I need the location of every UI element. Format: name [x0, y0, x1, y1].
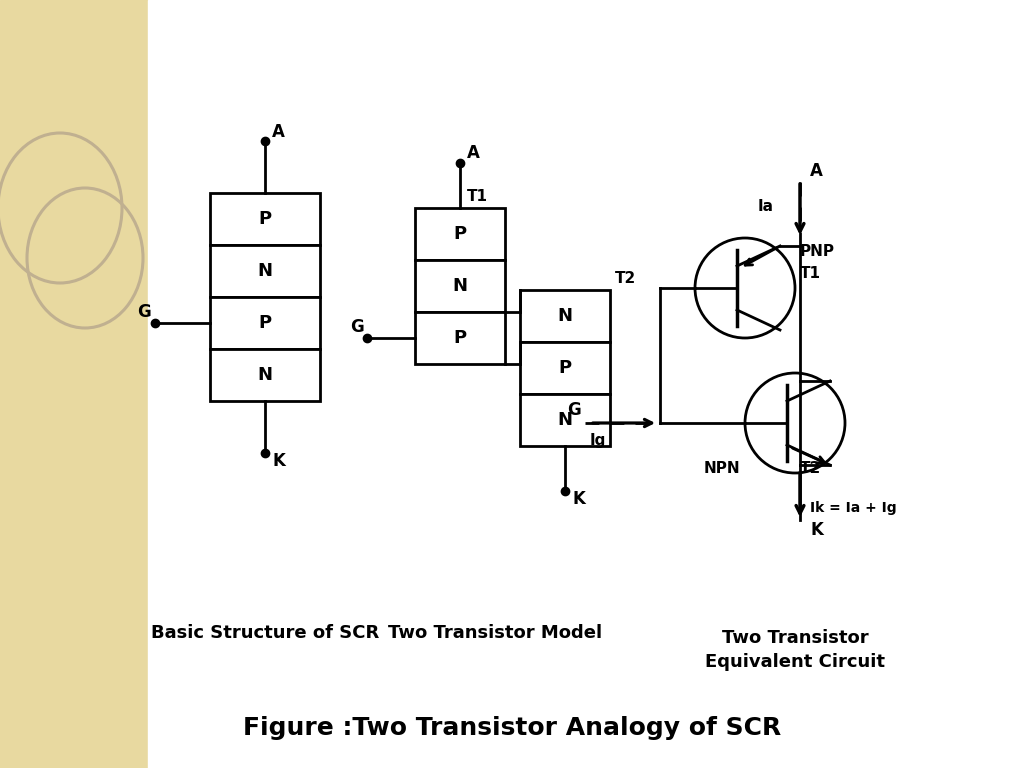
Text: Basic Structure of SCR: Basic Structure of SCR [151, 624, 379, 642]
Text: P: P [454, 225, 467, 243]
Bar [520, 394, 610, 446]
Bar [520, 342, 610, 394]
Text: Ig: Ig [590, 433, 606, 448]
Text: N: N [557, 307, 572, 325]
Text: N: N [453, 277, 468, 295]
Bar [210, 193, 319, 245]
Text: G: G [567, 401, 581, 419]
Bar [210, 297, 319, 349]
Text: N: N [257, 262, 272, 280]
Text: PNP: PNP [800, 244, 835, 259]
Text: NPN: NPN [703, 461, 740, 476]
Text: N: N [557, 411, 572, 429]
Text: N: N [257, 366, 272, 384]
Bar [415, 208, 505, 260]
Text: Figure :Two Transistor Analogy of SCR: Figure :Two Transistor Analogy of SCR [243, 716, 781, 740]
Bar [148, 0, 1024, 768]
Text: P: P [558, 359, 571, 377]
Text: T2: T2 [800, 461, 821, 476]
Text: A: A [467, 144, 480, 162]
Bar [415, 260, 505, 312]
Text: A: A [272, 123, 285, 141]
Text: T1: T1 [800, 266, 821, 281]
Text: P: P [258, 210, 271, 228]
Text: K: K [572, 490, 585, 508]
Text: K: K [810, 521, 823, 539]
Text: Two Transistor
Equivalent Circuit: Two Transistor Equivalent Circuit [705, 629, 885, 670]
Bar [520, 290, 610, 342]
Text: P: P [454, 329, 467, 347]
Text: G: G [350, 318, 364, 336]
Bar [0, 0, 148, 768]
Text: Two Transistor Model: Two Transistor Model [388, 624, 602, 642]
Bar [210, 349, 319, 401]
Text: Ia: Ia [758, 199, 774, 214]
Bar [415, 312, 505, 364]
Text: A: A [810, 162, 823, 180]
Text: T1: T1 [467, 189, 488, 204]
Bar [210, 245, 319, 297]
Text: K: K [272, 452, 285, 470]
Text: P: P [258, 314, 271, 332]
Text: T2: T2 [615, 271, 636, 286]
Text: G: G [137, 303, 151, 321]
Text: Ik = Ia + Ig: Ik = Ia + Ig [810, 501, 897, 515]
